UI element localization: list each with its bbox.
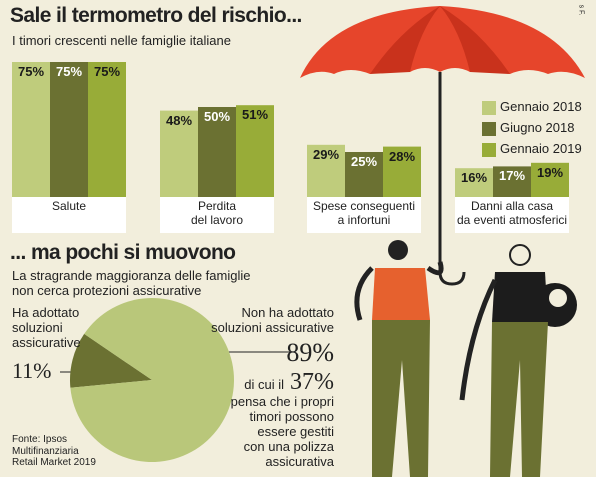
chart-title: Sale il termometro del rischio...: [10, 4, 302, 27]
bar: [493, 166, 531, 197]
note-value: 37%: [290, 369, 334, 395]
legend-label: Giugno 2018: [500, 120, 575, 135]
value-label: 19%: [536, 164, 564, 180]
category-label: Ha adottato soluzioni assicurative: [12, 305, 81, 350]
value-label: 50%: [203, 109, 231, 124]
legend-swatch: [482, 122, 496, 136]
bar: [236, 105, 274, 197]
pie-slice: [69, 333, 152, 388]
x-tick-label: Spese conseguenti a infortuni: [312, 199, 416, 227]
bar: [455, 168, 493, 197]
arm: [459, 278, 498, 401]
bar: [531, 162, 569, 197]
bar: [198, 107, 236, 197]
chart-subtitle: La stragrande maggioranza delle famiglie…: [12, 268, 251, 298]
bar: [88, 62, 126, 197]
value-label: 28%: [388, 148, 416, 164]
umbrella: [300, 6, 585, 78]
credit: s F.: [577, 4, 585, 16]
head: [388, 240, 408, 260]
value-label: 48%: [165, 112, 193, 128]
bar: [307, 144, 345, 197]
value-label: 25%: [350, 154, 378, 169]
value-label: 51%: [241, 107, 269, 123]
source: Fonte: Ipsos Multifinanziaria Retail Mar…: [12, 434, 96, 468]
dog-face: [549, 289, 567, 307]
chart-subtitle: I timori crescenti nelle famiglie italia…: [12, 33, 231, 48]
category-box: [455, 197, 569, 233]
legend-swatch: [482, 101, 496, 115]
umbrella-handle: [438, 72, 466, 286]
value-label: 75%: [93, 64, 121, 79]
value-label: 75%: [17, 64, 45, 79]
x-tick-label: Salute: [51, 199, 87, 213]
figure-top: [372, 268, 430, 320]
value-label: 89%: [286, 338, 334, 367]
bar: [383, 146, 421, 197]
figure-legs: [490, 322, 548, 477]
bar: [345, 152, 383, 197]
arms: [354, 261, 444, 321]
x-tick-label: Danni alla casa da eventi atmosferici: [456, 199, 568, 227]
category-box: [12, 197, 126, 233]
figure-legs: [372, 320, 430, 477]
category-box: [160, 197, 274, 233]
legend-swatch: [482, 143, 496, 157]
bar: [12, 62, 50, 197]
head: [509, 244, 531, 266]
note-prefix: di cui il: [244, 377, 284, 392]
value-label: 11%: [12, 358, 52, 383]
category-label: Non ha adottato soluzioni assicurative: [211, 305, 334, 335]
category-box: [307, 197, 421, 233]
value-label: 75%: [55, 64, 83, 79]
legend-label: Gennaio 2019: [500, 141, 582, 156]
bar: [50, 62, 88, 197]
x-tick-label: Perdita del lavoro: [190, 199, 244, 227]
chart-title: ... ma pochi si muovono: [10, 241, 236, 264]
value-label: 16%: [460, 170, 488, 186]
legend-label: Gennaio 2018: [500, 99, 582, 114]
value-label: 17%: [498, 168, 526, 184]
umbrella-shade: [370, 6, 510, 74]
pie-slice: [70, 297, 234, 462]
bar: [160, 110, 198, 197]
value-label: 29%: [312, 146, 340, 162]
note-text: pensa che i propri timori possono essere…: [230, 394, 334, 469]
